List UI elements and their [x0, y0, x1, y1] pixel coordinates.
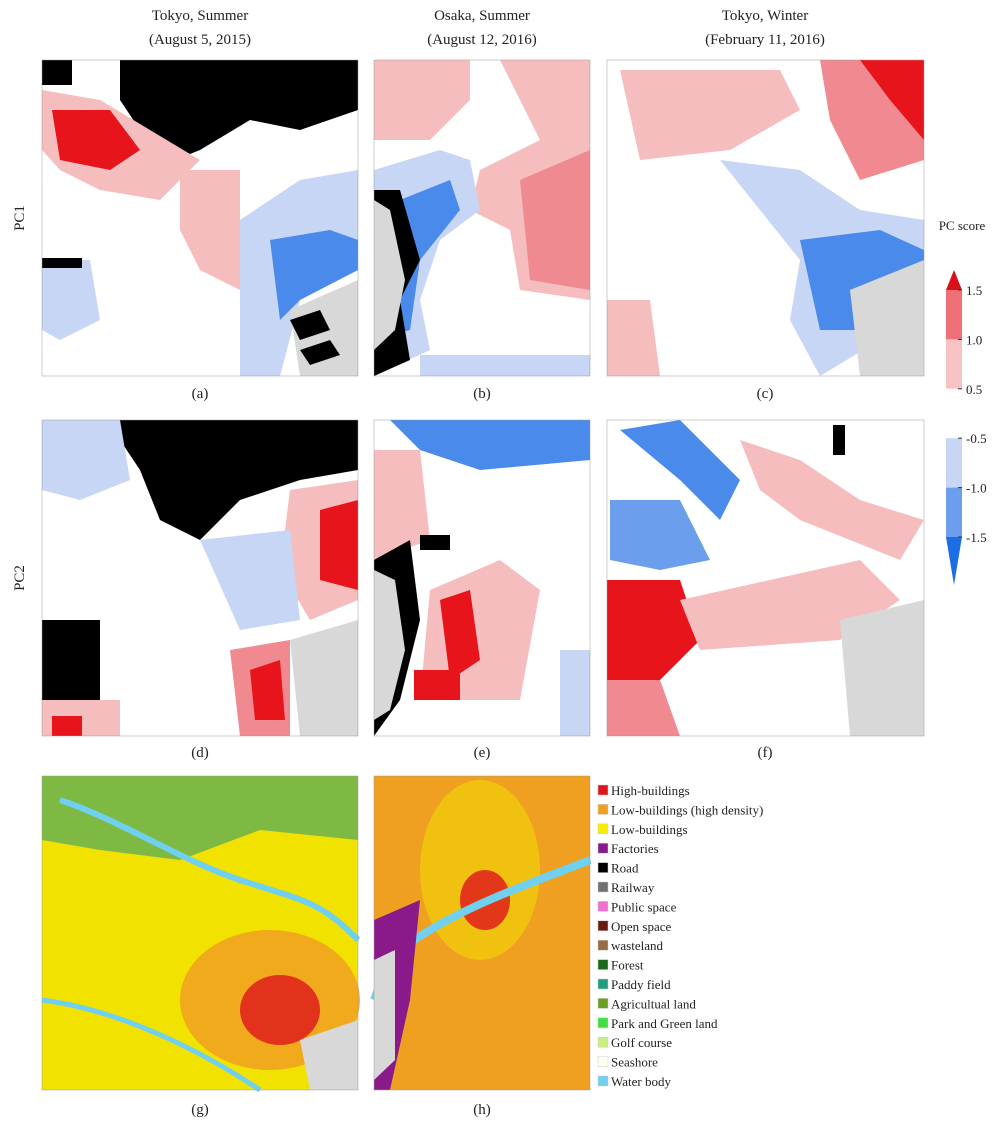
legend-swatch — [598, 843, 608, 853]
legend-swatch — [598, 804, 608, 814]
heatmap-panel — [374, 60, 590, 376]
colorbar-tick-label: 1.0 — [966, 332, 982, 347]
legend-label: High-buildings — [611, 783, 690, 798]
panel-label: (b) — [473, 386, 491, 402]
legend-swatch — [598, 882, 608, 892]
legend-label: Road — [611, 861, 639, 876]
land-use-map — [42, 776, 360, 1090]
legend-swatch — [598, 960, 608, 970]
colorbar-tick-label: 0.5 — [966, 382, 982, 397]
heatmap-panel — [607, 420, 924, 736]
panel-label: (d) — [191, 745, 209, 761]
legend-label: Seashore — [611, 1055, 658, 1070]
land-use-map — [374, 776, 590, 1090]
figure: Tokyo, Summer (August 5, 2015) Osaka, Su… — [0, 0, 994, 1120]
legend-swatch — [598, 1057, 608, 1067]
legend-swatch — [598, 979, 608, 989]
colorbar-arrow — [946, 270, 962, 290]
legend-swatch — [598, 863, 608, 873]
colorbar-band — [946, 438, 962, 487]
colorbar-tick-label: -1.0 — [966, 481, 987, 496]
legend-label: Low-buildings (high density) — [611, 802, 763, 817]
colorbar-band — [946, 339, 962, 388]
panel-label: (h) — [473, 1102, 491, 1118]
colorbar-band — [946, 488, 962, 537]
legend-label: Forest — [611, 958, 644, 973]
legend-swatch — [598, 1076, 608, 1086]
legend-label: Golf course — [611, 1035, 672, 1050]
legend-label: Public space — [611, 899, 677, 914]
column-date: (August 12, 2016) — [427, 32, 537, 48]
panel-label: (e) — [474, 745, 491, 761]
legend-swatch — [598, 940, 608, 950]
column-title: Tokyo, Summer — [152, 8, 248, 24]
colorbar-title: PC score — [939, 218, 986, 233]
colorbar-tick-label: -0.5 — [966, 431, 987, 446]
colorbar-arrow — [946, 537, 962, 585]
legend-swatch — [598, 1037, 608, 1047]
legend-label: wasteland — [611, 938, 663, 953]
colorbar-band — [946, 290, 962, 339]
legend-swatch — [598, 901, 608, 911]
colorbar-band — [946, 389, 962, 438]
heatmap-panel — [607, 60, 924, 376]
panel-label: (f) — [758, 745, 773, 761]
legend-swatch — [598, 1018, 608, 1028]
colorbar-tick-label: 1.5 — [966, 283, 982, 298]
panel-label: (g) — [191, 1102, 209, 1118]
legend-label: Agricultual land — [611, 996, 696, 1011]
legend-label: Factories — [611, 841, 659, 856]
panel-label: (a) — [192, 386, 209, 402]
legend-swatch — [598, 824, 608, 834]
column-date: (August 5, 2015) — [149, 32, 251, 48]
legend-swatch — [598, 921, 608, 931]
row-label: PC2 — [12, 565, 28, 591]
legend-label: Paddy field — [611, 977, 671, 992]
heatmap-panel — [42, 60, 358, 376]
column-title: Osaka, Summer — [434, 8, 530, 24]
column-title: Tokyo, Winter — [722, 8, 808, 24]
panel-label: (c) — [757, 386, 774, 402]
column-date: (February 11, 2016) — [705, 32, 825, 48]
legend-label: Water body — [611, 1074, 671, 1089]
legend-swatch — [598, 785, 608, 795]
legend-label: Railway — [611, 880, 655, 895]
legend-label: Park and Green land — [611, 1016, 718, 1031]
heatmap-panel — [42, 420, 358, 736]
row-label: PC1 — [12, 205, 28, 231]
legend-swatch — [598, 998, 608, 1008]
colorbar-tick-label: -1.5 — [966, 530, 987, 545]
legend-label: Low-buildings — [611, 822, 688, 837]
heatmap-panel — [374, 420, 590, 736]
legend-label: Open space — [611, 919, 672, 934]
